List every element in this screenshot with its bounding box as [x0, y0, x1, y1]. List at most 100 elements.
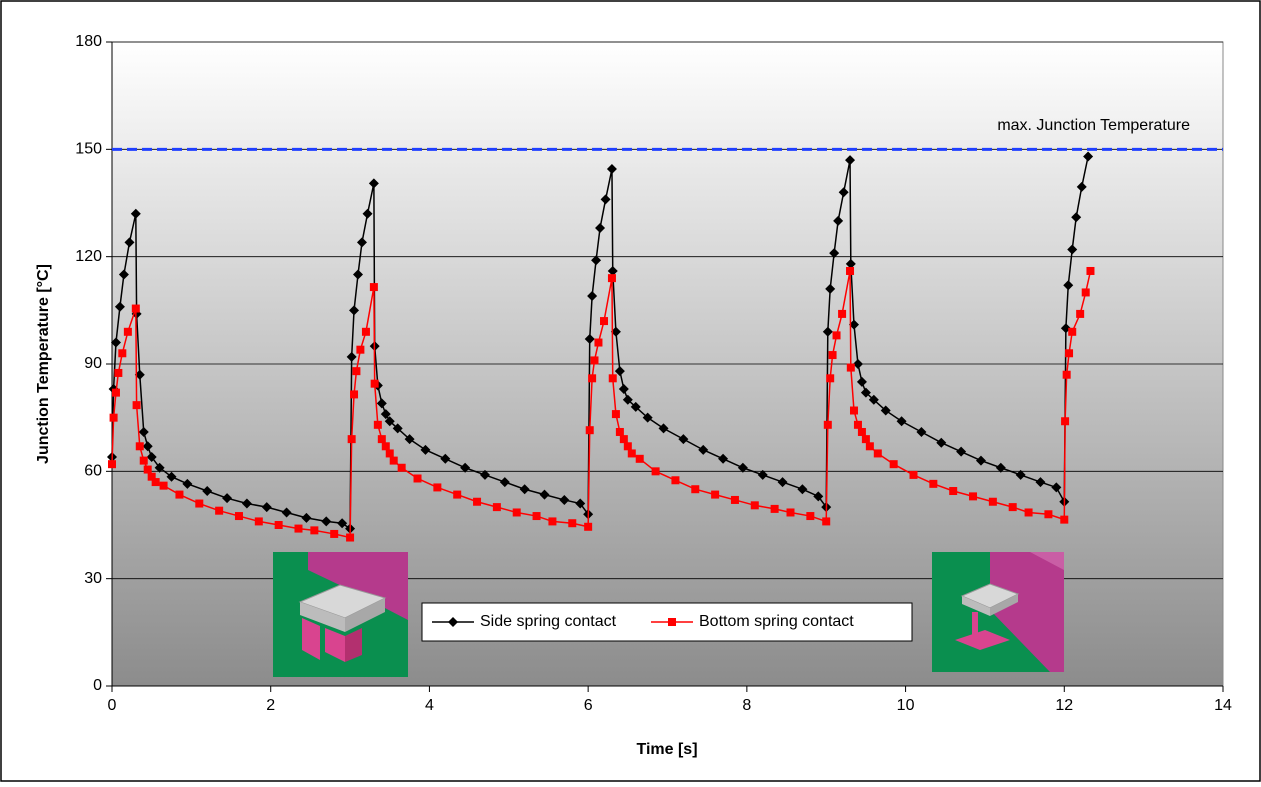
data-point: [513, 508, 521, 516]
y-axis-title: Junction Temperature [°C]: [35, 264, 52, 464]
data-point: [533, 512, 541, 520]
data-point: [691, 485, 699, 493]
y-tick-label: 60: [84, 463, 102, 480]
data-point: [310, 526, 318, 534]
data-point: [352, 367, 360, 375]
data-point: [608, 274, 616, 282]
data-point: [862, 435, 870, 443]
data-point: [588, 374, 596, 382]
data-point: [833, 331, 841, 339]
x-tick-label: 14: [1214, 697, 1232, 714]
data-point: [548, 517, 556, 525]
data-point: [910, 471, 918, 479]
data-point: [1025, 508, 1033, 516]
data-point: [858, 428, 866, 436]
inset-image-bottom-spring: [932, 552, 1064, 672]
data-point: [235, 512, 243, 520]
data-point: [362, 328, 370, 336]
data-point: [1082, 288, 1090, 296]
x-tick-label: 2: [266, 697, 275, 714]
legend-label: Bottom spring contact: [699, 613, 854, 630]
data-point: [1068, 328, 1076, 336]
data-point: [330, 530, 338, 538]
data-point: [348, 435, 356, 443]
data-point: [969, 492, 977, 500]
data-point: [473, 498, 481, 506]
data-point: [586, 426, 594, 434]
data-point: [590, 356, 598, 364]
y-tick-label: 0: [93, 677, 102, 694]
data-point: [600, 317, 608, 325]
chart: 030609012015018002468101214 Time [s] Jun…: [0, 0, 1261, 782]
data-point: [806, 512, 814, 520]
data-point: [628, 449, 636, 457]
data-point: [989, 498, 997, 506]
data-point: [620, 435, 628, 443]
data-point: [132, 305, 140, 313]
data-point: [829, 351, 837, 359]
data-point: [847, 364, 855, 372]
y-tick-label: 120: [75, 248, 102, 265]
data-point: [1044, 510, 1052, 518]
data-point: [493, 503, 501, 511]
y-tick-label: 30: [84, 570, 102, 587]
x-tick-label: 8: [742, 697, 751, 714]
data-point: [390, 457, 398, 465]
data-point: [1065, 349, 1073, 357]
data-point: [133, 401, 141, 409]
x-tick-label: 12: [1055, 697, 1073, 714]
data-point: [838, 310, 846, 318]
inset-image-side-spring: [273, 552, 408, 677]
data-point: [1009, 503, 1017, 511]
data-point: [771, 505, 779, 513]
data-point: [112, 389, 120, 397]
data-point: [160, 482, 168, 490]
data-point: [594, 339, 602, 347]
data-point: [350, 390, 358, 398]
data-point: [1076, 310, 1084, 318]
data-point: [850, 407, 858, 415]
data-point: [751, 501, 759, 509]
data-point: [108, 460, 116, 468]
legend-label: Side spring contact: [480, 613, 617, 630]
data-point: [140, 457, 148, 465]
data-point: [294, 525, 302, 533]
data-point: [929, 480, 937, 488]
data-point: [374, 421, 382, 429]
data-point: [711, 491, 719, 499]
data-point: [731, 496, 739, 504]
data-point: [826, 374, 834, 382]
data-point: [195, 500, 203, 508]
data-point: [144, 466, 152, 474]
data-point: [854, 421, 862, 429]
y-tick-label: 180: [75, 33, 102, 50]
data-point: [356, 346, 364, 354]
data-point: [846, 267, 854, 275]
data-point: [787, 508, 795, 516]
data-point: [255, 517, 263, 525]
data-point: [822, 517, 830, 525]
data-point: [414, 474, 422, 482]
data-point: [124, 328, 132, 336]
data-point: [382, 442, 390, 450]
data-point: [114, 369, 122, 377]
y-tick-label: 150: [75, 141, 102, 158]
x-axis-title: Time [s]: [636, 741, 697, 758]
data-point: [378, 435, 386, 443]
data-point: [1086, 267, 1094, 275]
data-point: [584, 523, 592, 531]
data-point: [215, 507, 223, 515]
data-point: [1061, 417, 1069, 425]
legend-marker: [668, 618, 676, 626]
data-point: [609, 374, 617, 382]
data-point: [824, 421, 832, 429]
x-tick-label: 4: [425, 697, 434, 714]
x-tick-label: 6: [584, 697, 593, 714]
data-point: [636, 455, 644, 463]
y-tick-label: 90: [84, 355, 102, 372]
data-point: [949, 487, 957, 495]
data-point: [152, 478, 160, 486]
data-point: [612, 410, 620, 418]
data-point: [616, 428, 624, 436]
data-point: [371, 380, 379, 388]
